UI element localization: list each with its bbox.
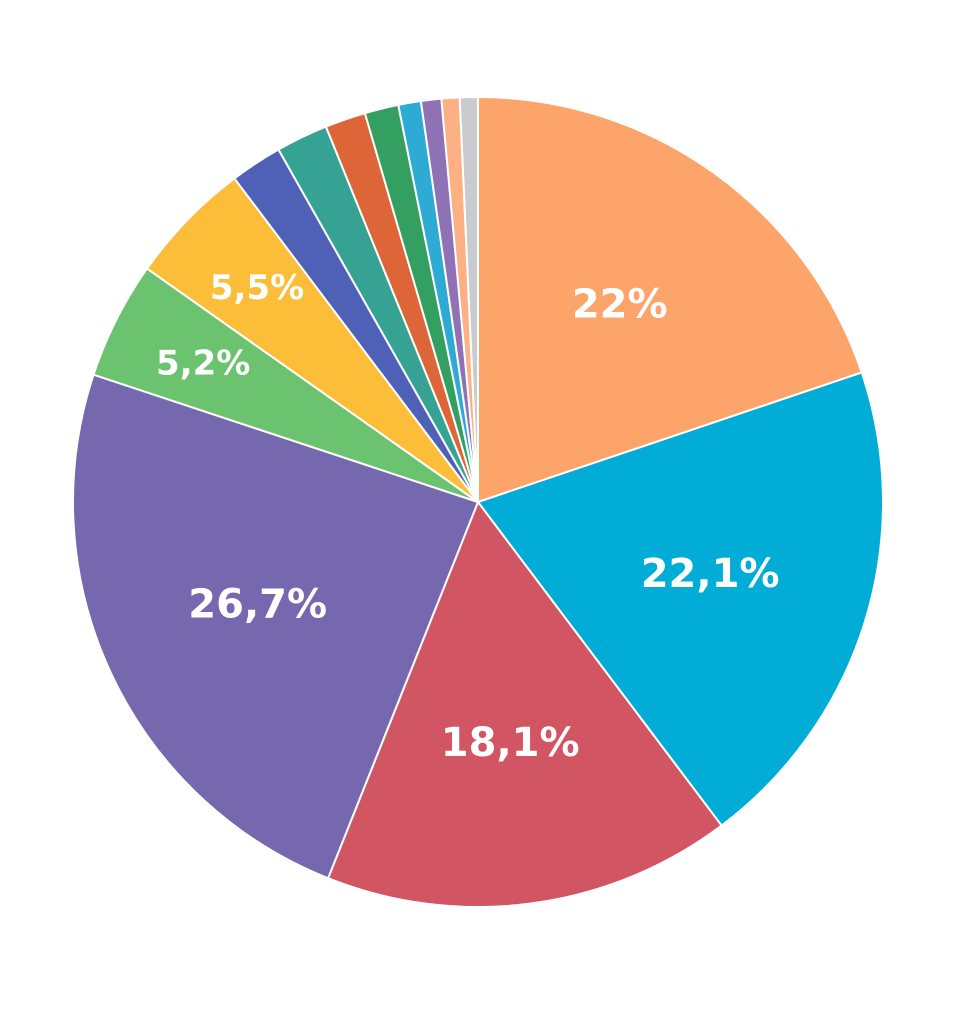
slice-data-label: 26,7% [188,582,327,628]
pie-slice [327,501,723,908]
pie-slice [458,96,479,503]
slice-data-label: 22,1% [641,551,780,597]
slice-data-label: 5,5% [210,268,304,308]
pie-slice [477,96,863,503]
pie-slice [72,373,479,880]
slice-data-label: 5,2% [156,343,250,383]
pie-slice [477,371,884,827]
slice-data-label: 18,1% [441,720,580,766]
slice-data-label: 22% [572,282,668,328]
